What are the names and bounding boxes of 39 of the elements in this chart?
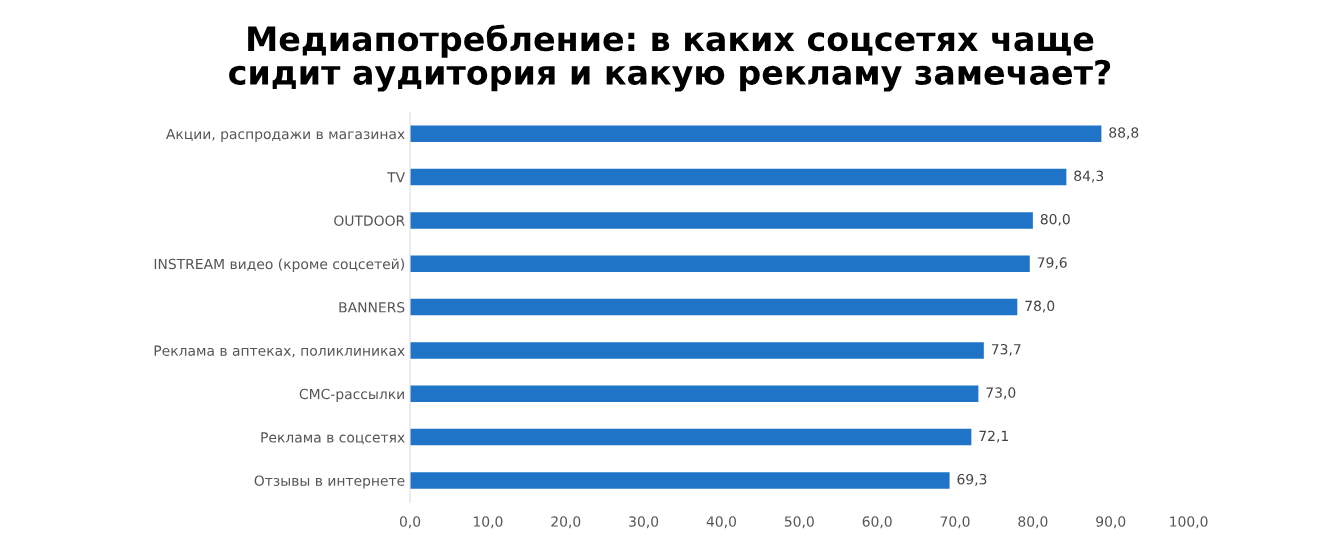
chart-title: Медиапотребление: в каких соцсетях чаще сидит аудитория и какую рекламу замечает? — [229, 24, 1111, 92]
data-label: 78,0 — [1025, 300, 1055, 313]
data-label: 69,3 — [957, 473, 987, 486]
x-tick-label: 10,0 — [473, 516, 503, 529]
bar — [410, 385, 979, 402]
data-label: 73,0 — [986, 387, 1016, 400]
bar — [410, 472, 950, 489]
data-label: 84,3 — [1074, 170, 1104, 183]
data-label: 79,6 — [1037, 257, 1067, 270]
x-tick-label: 20,0 — [551, 516, 581, 529]
y-tick-label: INSTREAM видео (кроме соцсетей) — [154, 258, 404, 272]
x-tick-label: 80,0 — [1018, 516, 1048, 529]
x-tick-label: 70,0 — [940, 516, 970, 529]
y-tick-label: СМС-рассылки — [299, 388, 404, 402]
bar — [410, 212, 1033, 229]
data-label: 72,1 — [979, 430, 1008, 443]
x-tick-label: 40,0 — [706, 516, 736, 529]
x-tick-label: 100,0 — [1170, 516, 1208, 529]
x-tick-label: 60,0 — [862, 516, 892, 529]
data-label: 88,8 — [1109, 127, 1139, 140]
y-tick-label: Акции, распродажи в магазинах — [166, 128, 405, 142]
y-tick-label: BANNERS — [339, 302, 405, 313]
data-label: 73,7 — [991, 343, 1021, 356]
bar — [410, 168, 1067, 186]
y-tick-label: Реклама в аптеках, поликлиниках — [154, 345, 405, 358]
y-tick-label: TV — [387, 172, 406, 183]
x-tick-label: 30,0 — [629, 516, 659, 529]
y-tick-label: Отзывы в интернете — [254, 475, 405, 489]
bar — [410, 298, 1018, 316]
bar — [410, 428, 972, 446]
bar — [410, 342, 984, 359]
data-label: 80,0 — [1040, 213, 1070, 226]
y-tick-label: Реклама в соцсетях — [261, 432, 405, 445]
bar — [410, 125, 1102, 142]
x-tick-label: 90,0 — [1096, 516, 1126, 529]
x-tick-label: 0,0 — [399, 516, 421, 529]
x-tick-label: 50,0 — [784, 516, 814, 529]
bar — [410, 255, 1030, 272]
y-tick-label: OUTDOOR — [334, 215, 405, 226]
